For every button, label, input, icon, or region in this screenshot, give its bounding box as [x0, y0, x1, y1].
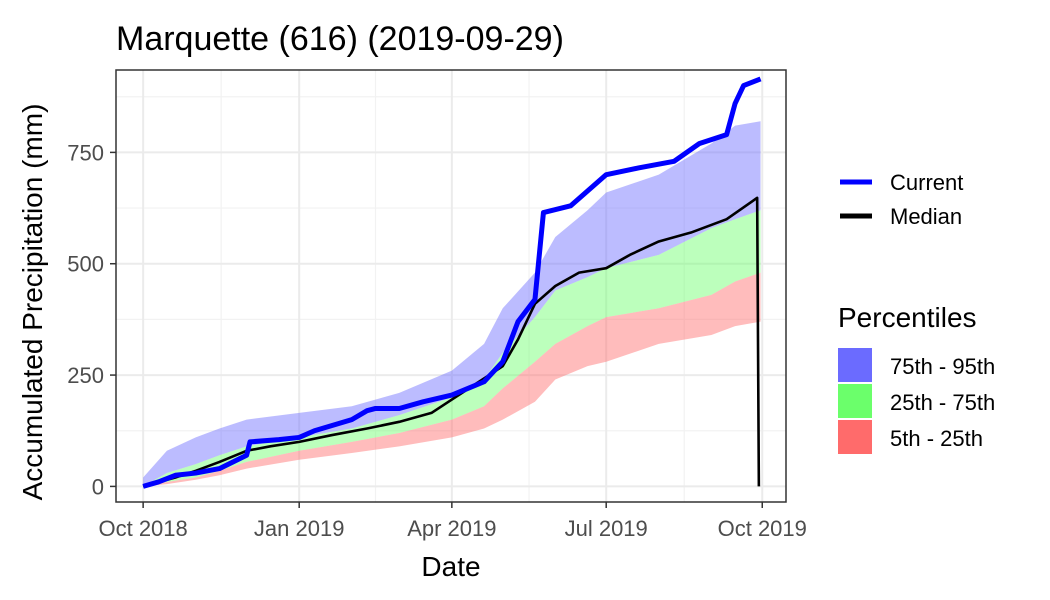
legend-swatch — [838, 420, 872, 454]
x-tick-label: Oct 2018 — [98, 516, 187, 541]
legend-swatch — [838, 384, 872, 418]
band-5th-25th — [143, 272, 761, 487]
y-axis-title: Accumulated Precipitation (mm) — [17, 104, 48, 501]
percentile-bands — [143, 121, 761, 487]
legend-swatch — [838, 348, 872, 382]
legend-lines: Current Median — [840, 170, 963, 229]
x-axis: Oct 2018 Jan 2019 Apr 2019 Jul 2019 Oct 2019 — [98, 502, 807, 541]
panel-border — [115, 69, 787, 503]
series-lines — [142, 76, 762, 489]
x-tick-label: Apr 2019 — [407, 516, 496, 541]
x-tick-label: Oct 2019 — [718, 516, 807, 541]
x-tick-label: Jan 2019 — [254, 516, 345, 541]
legend-bands: 75th - 95th 25th - 75th 5th - 25th — [838, 348, 995, 454]
chart-title: Marquette (616) (2019-09-29) — [116, 20, 564, 58]
legend-label-current: Current — [890, 170, 963, 195]
legend: Current Median Percentiles 75th - 95th 25t… — [838, 170, 995, 454]
legend-band-label: 75th - 95th — [890, 354, 995, 379]
y-tick-label: 500 — [67, 252, 104, 277]
major-gridlines — [116, 70, 786, 502]
y-axis: 0 250 500 750 — [67, 140, 116, 499]
band-25th-75th — [143, 210, 761, 487]
x-tick-label: Jul 2019 — [565, 516, 648, 541]
legend-band-label: 25th - 75th — [890, 390, 995, 415]
band-75th-95th — [143, 121, 761, 487]
y-tick-label: 250 — [67, 363, 104, 388]
plot-area — [115, 69, 787, 503]
legend-percentiles-title: Percentiles — [838, 302, 977, 333]
legend-band-label: 5th - 25th — [890, 426, 983, 451]
series-line-current — [142, 76, 762, 489]
legend-label-median: Median — [890, 204, 962, 229]
y-tick-label: 750 — [67, 140, 104, 165]
y-tick-label: 0 — [92, 474, 104, 499]
x-axis-title: Date — [421, 551, 480, 582]
